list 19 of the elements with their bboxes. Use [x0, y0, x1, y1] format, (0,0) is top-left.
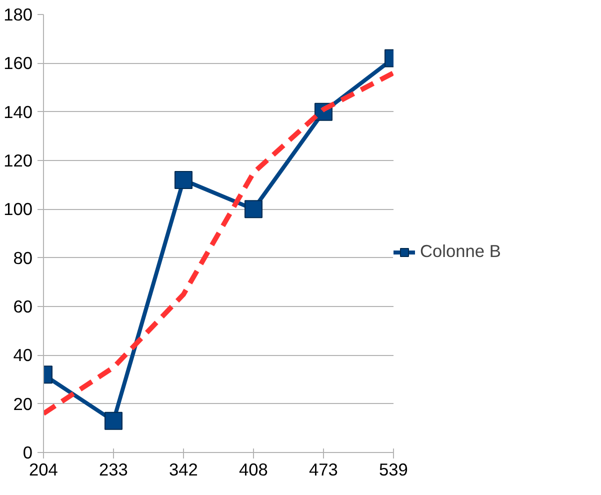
point — [244, 200, 262, 218]
x-tick-label: 408 — [239, 460, 268, 480]
x-tick-label: 539 — [379, 460, 408, 480]
y-tick-label: 140 — [4, 102, 33, 122]
y-tick-label: 180 — [4, 4, 33, 24]
y-tick-label: 100 — [4, 199, 33, 220]
x-tick-label: 342 — [169, 460, 198, 480]
point — [174, 170, 192, 189]
y-tick-label: 80 — [13, 248, 33, 268]
legend-label: Colonne B — [420, 241, 501, 262]
x-tick-label: 473 — [309, 460, 338, 480]
y-tick-label: 60 — [13, 296, 33, 316]
x-tick-label: 204 — [29, 460, 58, 480]
x-tick-label: 233 — [99, 460, 128, 480]
y-tick-label: 0 — [22, 442, 33, 462]
y-tick-label: 120 — [4, 150, 33, 170]
y-tick-label: 20 — [13, 394, 33, 414]
y-tick-label: 40 — [13, 345, 33, 366]
y-tick-label: 160 — [4, 53, 33, 74]
